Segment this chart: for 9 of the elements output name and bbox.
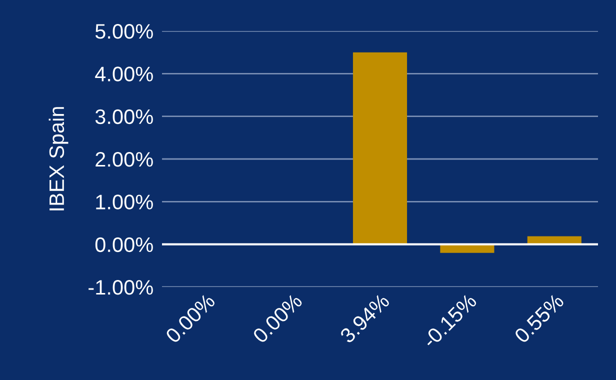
y-tick-label: 4.00% xyxy=(95,66,153,82)
y-tick-label: -1.00% xyxy=(88,280,153,295)
y-tick-label: 2.00% xyxy=(96,152,153,167)
y-axis-title: IBEX Spain xyxy=(48,107,68,210)
y-tick-label: 3.00% xyxy=(95,109,153,124)
y-tick-label: 5.00% xyxy=(95,24,153,39)
y-tick-label: 0.00% xyxy=(95,237,153,252)
y-tick-label: 1.00% xyxy=(96,194,153,210)
bar xyxy=(352,52,408,244)
